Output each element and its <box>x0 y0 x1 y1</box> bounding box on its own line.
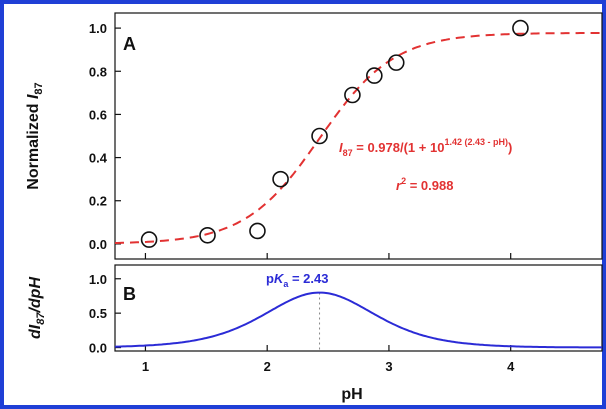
panel-a-y-tick-label: 1.0 <box>89 21 107 36</box>
panel-a-y-ticks: 0.0 0.2 0.4 0.6 0.8 1.0 <box>89 21 121 252</box>
x-tick-label: 2 <box>264 359 271 374</box>
data-point <box>272 170 289 188</box>
panel-a-y-tick-label: 0.0 <box>89 237 107 252</box>
data-point <box>387 54 405 71</box>
pka-label: pKa = 2.43 <box>266 271 328 289</box>
panel-a-label: A <box>123 34 136 54</box>
panel-b: 0.0 0.5 1.0 1 2 3 4 B pKa = 2.43 dI87/dpH pH <box>27 253 603 403</box>
panel-b-plot-area <box>114 264 603 352</box>
x-tick-label: 4 <box>507 359 515 374</box>
panel-b-derivative-curve <box>114 291 602 349</box>
x-tick-label: 1 <box>142 359 149 374</box>
panel-a-y-tick-label: 0.2 <box>89 194 107 209</box>
panel-a-y-axis-label: Normalized I87 <box>25 82 45 189</box>
panel-a-plot-area <box>114 12 603 260</box>
panel-a-y-tick-label: 0.4 <box>89 151 108 166</box>
data-point <box>249 222 266 240</box>
panel-a-data-points <box>140 19 529 248</box>
equation-label: I87 = 0.978/(1 + 101.42 (2.43 - pH)) <box>339 137 512 158</box>
panel-b-y-tick-label: 1.0 <box>89 272 107 287</box>
panel-b-y-tick-label: 0.5 <box>89 306 107 321</box>
data-point <box>344 86 361 104</box>
panel-b-label: B <box>123 284 136 304</box>
panel-a-y-tick-label: 0.8 <box>89 64 107 79</box>
x-tick-label: 3 <box>385 359 392 374</box>
panel-b-y-tick-label: 0.0 <box>89 341 107 356</box>
panel-b-y-axis-label: dI87/dpH <box>27 277 47 339</box>
panel-a: 0.0 0.2 0.4 0.6 0.8 1.0 A I87 = 0.978/(1 + 10… <box>25 12 603 260</box>
panel-a-y-tick-label: 0.6 <box>89 107 107 122</box>
x-axis-label: pH <box>341 386 362 403</box>
panel-a-fit-curve <box>115 32 602 244</box>
panel-b-y-ticks: 0.0 0.5 1.0 <box>89 272 121 356</box>
data-point <box>512 19 529 37</box>
data-point <box>140 231 158 248</box>
r-squared-label: r2 = 0.988 <box>396 176 453 193</box>
data-point <box>366 67 383 84</box>
data-point <box>199 226 216 244</box>
data-point <box>311 127 328 145</box>
